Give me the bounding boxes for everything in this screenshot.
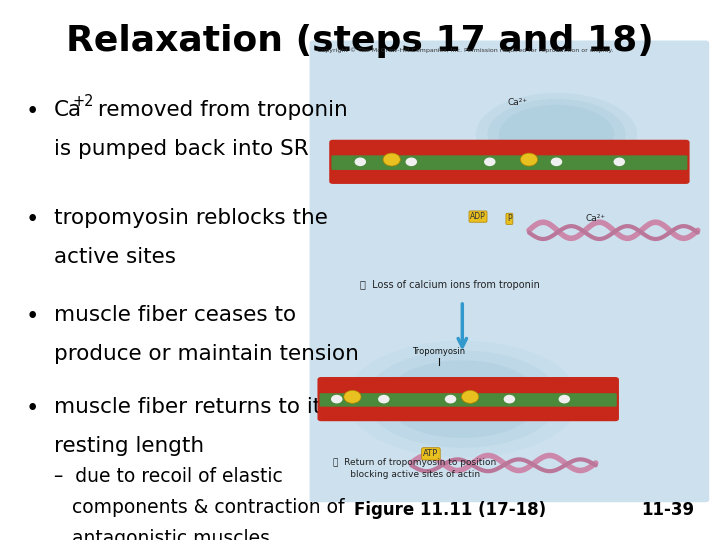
FancyBboxPatch shape bbox=[320, 393, 617, 407]
Circle shape bbox=[344, 390, 361, 403]
Text: components & contraction of: components & contraction of bbox=[54, 498, 344, 517]
FancyBboxPatch shape bbox=[331, 156, 688, 170]
Text: Ca²⁺: Ca²⁺ bbox=[507, 98, 527, 107]
Text: Relaxation (steps 17 and 18): Relaxation (steps 17 and 18) bbox=[66, 24, 654, 58]
Ellipse shape bbox=[499, 105, 614, 164]
Circle shape bbox=[445, 395, 456, 403]
Text: antagonistic muscles: antagonistic muscles bbox=[54, 529, 270, 540]
Text: muscle fiber ceases to: muscle fiber ceases to bbox=[54, 305, 296, 325]
Text: tropomyosin reblocks the: tropomyosin reblocks the bbox=[54, 208, 328, 228]
Circle shape bbox=[484, 158, 495, 166]
Text: •: • bbox=[25, 208, 39, 231]
Text: produce or maintain tension: produce or maintain tension bbox=[54, 344, 359, 364]
Text: Ⓑ  Loss of calcium ions from troponin: Ⓑ Loss of calcium ions from troponin bbox=[360, 280, 540, 290]
Text: Copyright © The McGraw-Hill Companies, Inc. Permission required for reproduction: Copyright © The McGraw-Hill Companies, I… bbox=[317, 48, 613, 53]
Circle shape bbox=[551, 158, 562, 166]
Text: Ⓒ  Return of tropomyosin to position
      blocking active sites of actin: Ⓒ Return of tropomyosin to position bloc… bbox=[333, 458, 496, 479]
Ellipse shape bbox=[346, 341, 579, 457]
Text: •: • bbox=[25, 100, 39, 123]
Text: ATP: ATP bbox=[423, 449, 438, 458]
Circle shape bbox=[331, 395, 343, 403]
Circle shape bbox=[504, 395, 516, 403]
Circle shape bbox=[462, 390, 479, 403]
Text: ADP: ADP bbox=[470, 212, 486, 221]
Text: Ca²⁺: Ca²⁺ bbox=[585, 214, 606, 224]
Circle shape bbox=[559, 395, 570, 403]
Text: 11-39: 11-39 bbox=[642, 502, 695, 519]
Ellipse shape bbox=[384, 360, 540, 438]
Text: P: P bbox=[507, 214, 512, 224]
Text: is pumped back into SR: is pumped back into SR bbox=[54, 139, 309, 159]
Circle shape bbox=[405, 158, 417, 166]
Circle shape bbox=[521, 153, 538, 166]
Text: +2: +2 bbox=[73, 94, 94, 110]
Text: active sites: active sites bbox=[54, 247, 176, 267]
Ellipse shape bbox=[476, 93, 637, 176]
Text: Tropomyosin: Tropomyosin bbox=[413, 347, 465, 356]
Text: resting length: resting length bbox=[54, 436, 204, 456]
Text: removed from troponin: removed from troponin bbox=[91, 100, 348, 120]
Text: Figure 11.11 (17-18): Figure 11.11 (17-18) bbox=[354, 502, 546, 519]
Circle shape bbox=[383, 153, 400, 166]
FancyBboxPatch shape bbox=[310, 40, 709, 502]
Text: –  due to recoil of elastic: – due to recoil of elastic bbox=[54, 467, 283, 486]
FancyBboxPatch shape bbox=[318, 377, 619, 421]
FancyBboxPatch shape bbox=[329, 140, 690, 184]
Ellipse shape bbox=[365, 350, 559, 448]
Text: •: • bbox=[25, 305, 39, 328]
Ellipse shape bbox=[487, 99, 626, 170]
Text: Ca: Ca bbox=[54, 100, 82, 120]
Circle shape bbox=[613, 158, 625, 166]
Text: •: • bbox=[25, 397, 39, 420]
Text: muscle fiber returns to its: muscle fiber returns to its bbox=[54, 397, 333, 417]
Circle shape bbox=[354, 158, 366, 166]
Circle shape bbox=[378, 395, 390, 403]
